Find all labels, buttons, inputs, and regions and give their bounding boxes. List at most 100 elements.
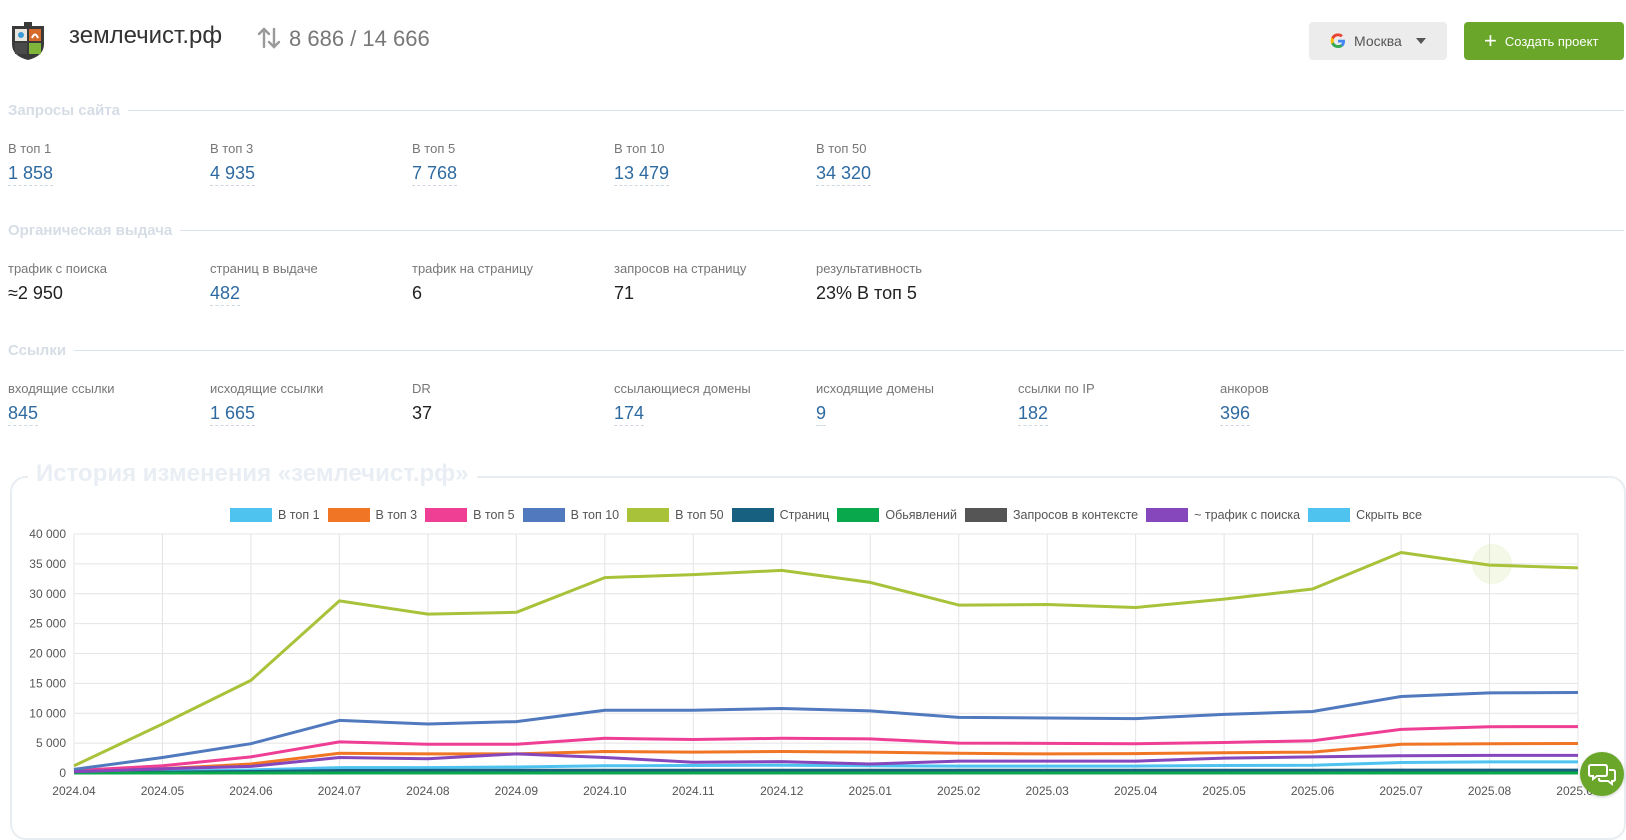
- series-line: [73, 768, 1578, 774]
- site-logo: [10, 22, 46, 60]
- x-tick-label: 2024.09: [495, 784, 539, 798]
- legend-swatch: [327, 508, 370, 522]
- series-line: [73, 752, 1578, 774]
- legend-item[interactable]: ~ трафик с поиска: [1146, 508, 1300, 522]
- metric-queries-per-page: запросов на страницу 71: [614, 261, 804, 304]
- sort-arrows-icon: [256, 25, 282, 51]
- site-title: землечист.рф: [69, 22, 223, 49]
- metric-value: 23% В топ 5: [816, 283, 917, 303]
- y-tick-label: 35 000: [29, 557, 66, 571]
- legend-swatch: [837, 508, 880, 522]
- metric-label: В топ 5: [412, 141, 456, 156]
- metric-top3: В топ 3 4 935: [210, 141, 400, 186]
- metric-value-link[interactable]: 1 665: [210, 403, 256, 426]
- metric-label: анкоров: [1220, 381, 1269, 396]
- series-line: [73, 725, 1579, 773]
- legend-item[interactable]: В топ 1: [230, 508, 320, 522]
- region-label: Москва: [1354, 33, 1402, 49]
- metric-value-link[interactable]: 4 935: [210, 163, 256, 186]
- legend-swatch: [425, 508, 468, 522]
- metric-value-link[interactable]: 182: [1018, 403, 1049, 426]
- legend-label: ~ трафик с поиска: [1194, 508, 1301, 522]
- metric-value-link[interactable]: 845: [8, 403, 39, 426]
- y-tick-label: 5 000: [36, 736, 66, 750]
- plus-icon: +: [1484, 28, 1497, 53]
- x-tick-label: 2024.04: [52, 784, 96, 798]
- x-tick-label: 2024.11: [672, 784, 715, 798]
- caret-down-icon: [1415, 38, 1426, 44]
- metric-value-link[interactable]: 7 768: [412, 163, 458, 186]
- legend-item[interactable]: В топ 3: [327, 508, 418, 522]
- legend-swatch: [964, 508, 1007, 522]
- y-tick-label: 40 000: [29, 527, 66, 541]
- x-tick-label: 2024.05: [141, 784, 185, 798]
- x-tick-label: 2025.02: [937, 784, 981, 798]
- y-tick-label: 20 000: [29, 647, 66, 661]
- metric-dr: DR 37: [412, 381, 602, 424]
- legend-item[interactable]: Страниц: [731, 508, 830, 522]
- metric-label: исходящие домены: [816, 381, 934, 396]
- section-title: Ссылки: [8, 341, 67, 359]
- legend-swatch: [627, 508, 670, 522]
- metric-value-link[interactable]: 1 858: [8, 163, 54, 186]
- x-tick-label: 2024.10: [583, 784, 627, 798]
- legend-label: Обьявлений: [885, 508, 957, 522]
- series-line: [73, 691, 1579, 771]
- metric-top10: В топ 10 13 479: [614, 141, 804, 186]
- metric-label: В топ 10: [614, 141, 665, 156]
- metric-label: В топ 50: [816, 141, 867, 156]
- metric-anchors: анкоров 396: [1220, 381, 1410, 426]
- y-tick-label: 10 000: [29, 706, 66, 720]
- metric-label: исходящие ссылки: [210, 381, 324, 396]
- legend-label: Страниц: [779, 508, 830, 522]
- legend-swatch: [1146, 508, 1189, 522]
- section-title: Органическая выдача: [8, 221, 173, 239]
- x-tick-label: 2024.07: [318, 784, 362, 798]
- legend-item[interactable]: В топ 10: [522, 508, 619, 522]
- legend-label: В топ 1: [278, 508, 320, 522]
- metric-value: ≈2 950: [8, 283, 63, 303]
- legend-item[interactable]: Запросов в контексте: [964, 508, 1138, 522]
- section-header-organic: Органическая выдача: [8, 220, 1624, 240]
- metric-value-link[interactable]: 13 479: [614, 163, 670, 186]
- chat-button[interactable]: [1580, 752, 1624, 796]
- x-tick-label: 2025.03: [1025, 784, 1069, 798]
- metric-value-link[interactable]: 9: [816, 403, 827, 426]
- metric-pages-indexed: страниц в выдаче 482: [210, 261, 400, 306]
- metric-inbound-links: входящие ссылки 845: [8, 381, 198, 426]
- metric-value-link[interactable]: 174: [614, 403, 645, 426]
- x-tick-label: 2025.06: [1291, 784, 1335, 798]
- metric-top1: В топ 1 1 858: [8, 141, 198, 186]
- metric-value-link[interactable]: 396: [1220, 403, 1251, 426]
- metric-value-link[interactable]: 482: [210, 283, 241, 306]
- metric-value: 6: [412, 283, 423, 303]
- metric-label: В топ 1: [8, 141, 52, 156]
- legend-label: В топ 5: [473, 508, 515, 522]
- chat-icon: [1588, 764, 1616, 786]
- legend-item[interactable]: В топ 50: [627, 508, 724, 522]
- legend-item[interactable]: Обьявлений: [837, 508, 957, 522]
- metric-label: трафик с поиска: [8, 261, 108, 276]
- region-select[interactable]: Москва: [1309, 22, 1447, 60]
- y-tick-label: 30 000: [29, 587, 66, 601]
- metric-label: результативность: [816, 261, 923, 276]
- x-tick-label: 2024.06: [229, 784, 273, 798]
- create-project-button[interactable]: + Создать проект: [1464, 22, 1624, 60]
- metric-label: входящие ссылки: [8, 381, 115, 396]
- series-line: [73, 742, 1579, 773]
- header: землечист.рф 8 686 / 14 666 Москва + Соз…: [0, 0, 1626, 80]
- metric-effectiveness: результативность 23% В топ 5: [816, 261, 1006, 304]
- metric-value-link[interactable]: 34 320: [816, 163, 872, 186]
- metric-label: трафик на страницу: [412, 261, 533, 276]
- x-tick-label: 2025.05: [1202, 784, 1246, 798]
- section-divider: [180, 229, 1624, 231]
- metric-search-traffic: трафик с поиска ≈2 950: [8, 261, 198, 304]
- metric-label: ссылающиеся домены: [614, 381, 751, 396]
- section-header-links: Ссылки: [8, 340, 1624, 360]
- google-icon: [1330, 33, 1346, 49]
- section-title: Запросы сайта: [8, 101, 121, 119]
- legend-item[interactable]: Скрыть все: [1308, 508, 1422, 522]
- history-title: История изменения «землечист.рф»: [28, 460, 477, 488]
- legend-label: В топ 3: [375, 508, 418, 522]
- legend-item[interactable]: В топ 5: [425, 508, 515, 522]
